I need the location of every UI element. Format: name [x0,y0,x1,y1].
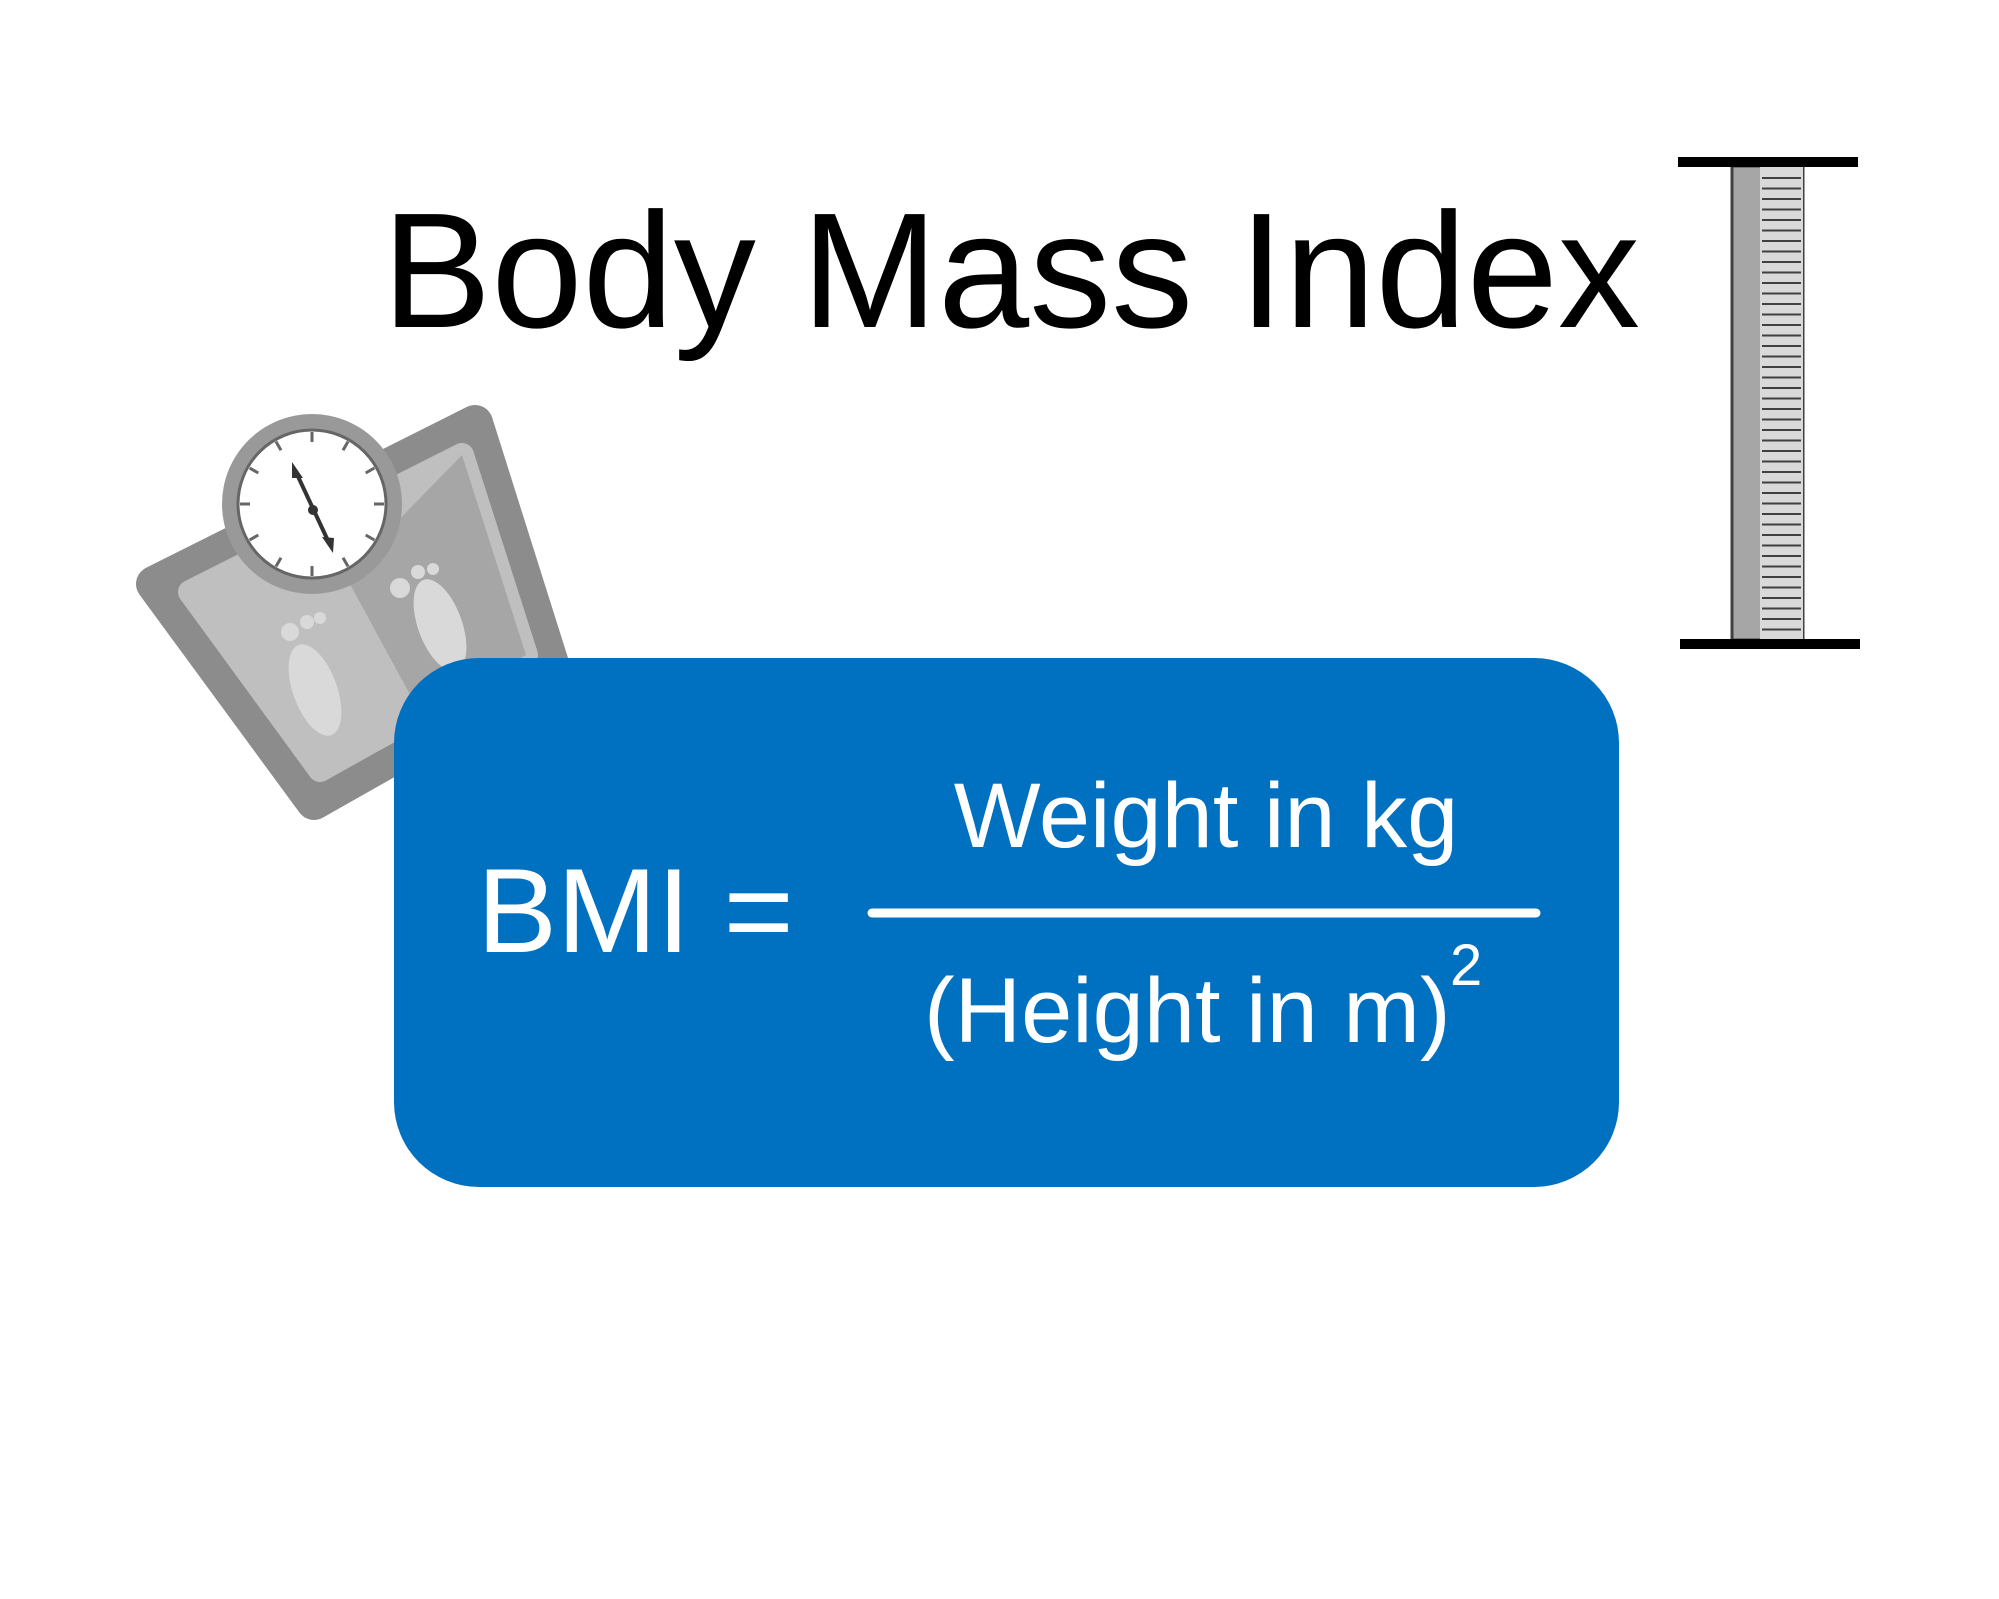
toe [300,615,314,629]
toe [314,612,326,624]
dial-tick [274,556,283,568]
dial-ticks [240,432,384,576]
needle-tail [322,537,334,553]
toe [427,563,439,575]
title: Body Mass Index [382,179,1640,362]
dial-tick [364,466,376,475]
toe [411,565,425,579]
footprint [413,579,467,671]
formula-denominator: (Height in m) [924,960,1451,1062]
formula-exponent: 2 [1450,933,1482,998]
ruler-face [1760,166,1803,640]
dial-tick [341,440,350,452]
dial-tick [341,556,350,568]
formula-numerator: Weight in kg [954,765,1459,867]
formula-box [394,658,1619,1187]
height-ruler [1678,157,1860,649]
dial-tick [248,466,260,475]
dial-tick [274,440,283,452]
dial-tick [248,533,260,542]
toe [281,623,299,641]
dial-tick [364,533,376,542]
formula-lhs: BMI = [477,844,794,978]
footprint [288,644,342,736]
toe [390,578,410,598]
dial-pivot [308,505,318,515]
needle-tip [292,462,303,478]
